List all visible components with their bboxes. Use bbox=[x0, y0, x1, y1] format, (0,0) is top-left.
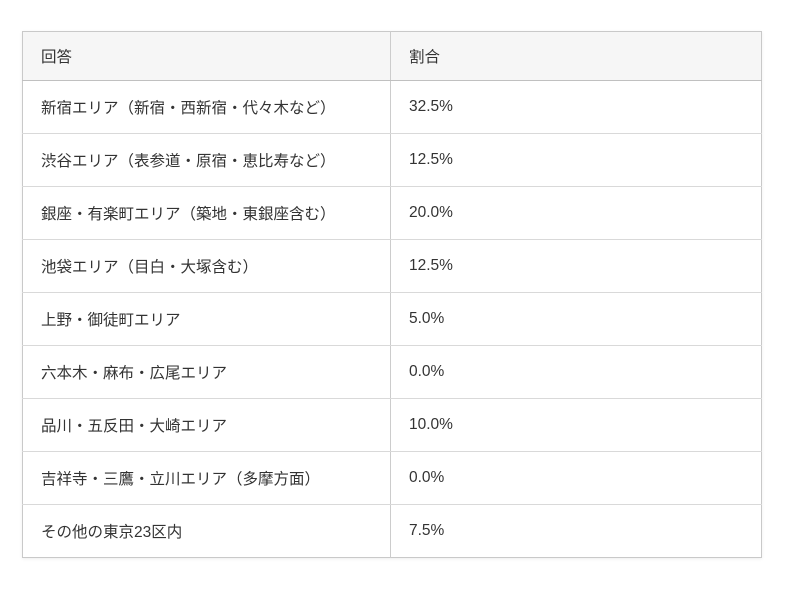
table-row: 品川・五反田・大崎エリア 10.0% bbox=[22, 398, 762, 452]
ratio-cell: 10.0% bbox=[390, 398, 762, 452]
ratio-cell: 12.5% bbox=[390, 239, 762, 293]
survey-results-table-container: 回答 割合 新宿エリア（新宿・西新宿・代々木など） 32.5% 渋谷エリア（表参… bbox=[22, 31, 762, 558]
table-row: その他の東京23区内 7.5% bbox=[22, 504, 762, 558]
table-row: 上野・御徒町エリア 5.0% bbox=[22, 292, 762, 346]
answer-cell: 六本木・麻布・広尾エリア bbox=[22, 345, 391, 399]
table-row: 六本木・麻布・広尾エリア 0.0% bbox=[22, 345, 762, 399]
answer-cell: 上野・御徒町エリア bbox=[22, 292, 391, 346]
column-header-answer: 回答 bbox=[22, 31, 391, 81]
ratio-cell: 12.5% bbox=[390, 133, 762, 187]
table-row: 新宿エリア（新宿・西新宿・代々木など） 32.5% bbox=[22, 80, 762, 134]
survey-results-table: 回答 割合 新宿エリア（新宿・西新宿・代々木など） 32.5% 渋谷エリア（表参… bbox=[22, 31, 762, 558]
table-row: 池袋エリア（目白・大塚含む） 12.5% bbox=[22, 239, 762, 293]
ratio-cell: 20.0% bbox=[390, 186, 762, 240]
answer-cell: 池袋エリア（目白・大塚含む） bbox=[22, 239, 391, 293]
ratio-cell: 7.5% bbox=[390, 504, 762, 558]
column-header-ratio: 割合 bbox=[390, 31, 762, 81]
ratio-cell: 0.0% bbox=[390, 451, 762, 505]
header-row: 回答 割合 bbox=[22, 31, 762, 81]
ratio-cell: 0.0% bbox=[390, 345, 762, 399]
answer-cell: 吉祥寺・三鷹・立川エリア（多摩方面） bbox=[22, 451, 391, 505]
table-row: 渋谷エリア（表参道・原宿・恵比寿など） 12.5% bbox=[22, 133, 762, 187]
answer-cell: 新宿エリア（新宿・西新宿・代々木など） bbox=[22, 80, 391, 134]
answer-cell: 渋谷エリア（表参道・原宿・恵比寿など） bbox=[22, 133, 391, 187]
answer-cell: 品川・五反田・大崎エリア bbox=[22, 398, 391, 452]
table-row: 銀座・有楽町エリア（築地・東銀座含む） 20.0% bbox=[22, 186, 762, 240]
answer-cell: 銀座・有楽町エリア（築地・東銀座含む） bbox=[22, 186, 391, 240]
table-row: 吉祥寺・三鷹・立川エリア（多摩方面） 0.0% bbox=[22, 451, 762, 505]
ratio-cell: 32.5% bbox=[390, 80, 762, 134]
ratio-cell: 5.0% bbox=[390, 292, 762, 346]
answer-cell: その他の東京23区内 bbox=[22, 504, 391, 558]
